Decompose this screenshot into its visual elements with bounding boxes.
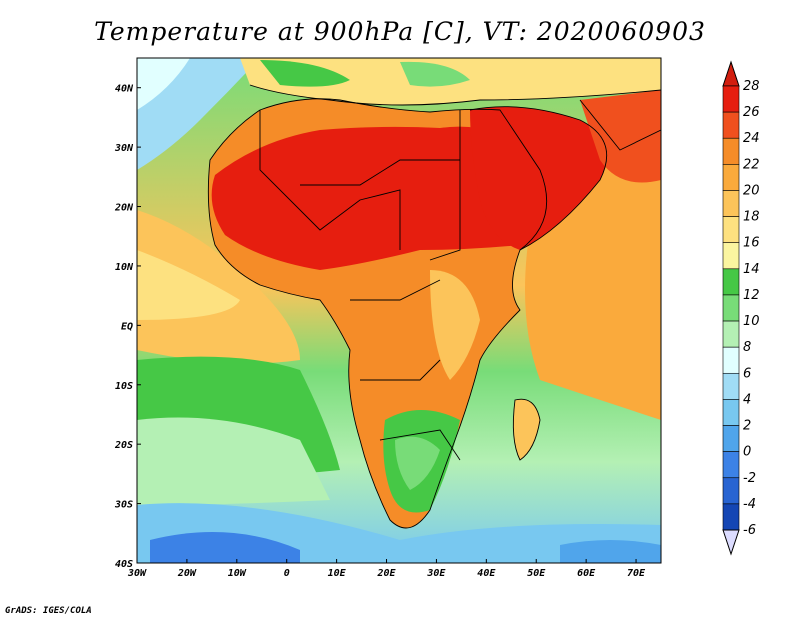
colorbar-label: 10: [743, 314, 760, 329]
lat-tick-label: 10S: [115, 381, 133, 392]
colorbar-swatch: [722, 346, 740, 374]
temperature-field: [137, 58, 661, 563]
colorbar-label: 6: [743, 366, 751, 381]
colorbar-label: 14: [743, 262, 760, 277]
colorbar-label: 26: [743, 105, 760, 120]
colorbar-swatch: [722, 85, 740, 113]
colorbar-label: 20: [743, 183, 760, 198]
colorbar-swatch: [722, 372, 740, 400]
colorbar-label: 28: [743, 79, 760, 94]
colorbar-label: 4: [743, 392, 751, 407]
colorbar-swatch: [722, 294, 740, 322]
colorbar-label: 16: [743, 236, 760, 251]
lon-tick-label: 50E: [527, 568, 546, 579]
colorbar-label: -6: [743, 523, 756, 538]
lon-tick-label: 0: [284, 568, 290, 579]
colorbar-swatch: [722, 477, 740, 505]
lat-tick-label: 30N: [114, 143, 134, 154]
colorbar-swatch: [722, 320, 740, 348]
lon-tick-label: 30W: [127, 568, 147, 579]
colorbar-swatch: [722, 268, 740, 296]
colorbar-swatch: [722, 137, 740, 165]
colorbar-label: 0: [743, 445, 751, 460]
colorbar-label: 8: [743, 340, 751, 355]
lon-tick-label: 40E: [477, 568, 496, 579]
lat-tick-label: 30S: [114, 500, 133, 511]
country-borders: [207, 84, 661, 529]
lon-tick-label: 10E: [328, 568, 347, 579]
colorbar-label: 12: [743, 288, 760, 303]
lat-tick-label: 40S: [115, 559, 133, 570]
colorbar-swatch: [722, 216, 740, 244]
lon-tick-label: 10W: [228, 568, 247, 579]
lon-tick-label: 20W: [177, 568, 197, 579]
colorbar-swatch: [722, 399, 740, 426]
lat-tick-label: EQ: [121, 321, 133, 332]
colorbar-label: 2: [743, 419, 751, 434]
colorbar-swatch: [722, 503, 740, 531]
lat-tick-label: 20S: [114, 440, 133, 451]
lat-tick-label: 10N: [115, 262, 134, 273]
colorbar-label: 24: [743, 131, 760, 146]
colorbar-swatch: [722, 164, 740, 191]
longitude-axis: 30W 20W 10W 0 10E 20E 30E 40E 50E 60E 70E: [127, 559, 646, 579]
credit-text: GrADS: IGES/COLA: [5, 606, 92, 616]
colorbar-label: -4: [743, 497, 756, 512]
map-title: Temperature at 900hPa [C], VT: 202006090…: [94, 17, 706, 46]
latitude-axis: 40N 30N 20N 10N EQ 10S 20S 30S 40S: [114, 84, 141, 570]
colorbar-swatch: [722, 425, 740, 452]
colorbar-label: 22: [743, 157, 760, 172]
plot-frame: [136, 57, 662, 564]
lat-tick-label: 40N: [115, 84, 134, 95]
lat-tick-label: 20N: [114, 203, 134, 214]
lon-tick-label: 30E: [426, 568, 446, 579]
colorbar-swatch: [722, 451, 740, 479]
lon-tick-label: 20E: [376, 568, 396, 579]
colorbar-label: -2: [743, 471, 756, 486]
colorbar-min-arrow: [722, 529, 740, 556]
colorbar-swatch: [722, 242, 740, 270]
colorbar-swatch: [722, 111, 740, 139]
colorbar-label: 18: [743, 210, 760, 225]
lon-tick-label: 70E: [627, 568, 646, 579]
colorbar-max-arrow: [722, 60, 740, 87]
lon-tick-label: 60E: [577, 568, 596, 579]
colorbar-swatch: [722, 190, 740, 217]
